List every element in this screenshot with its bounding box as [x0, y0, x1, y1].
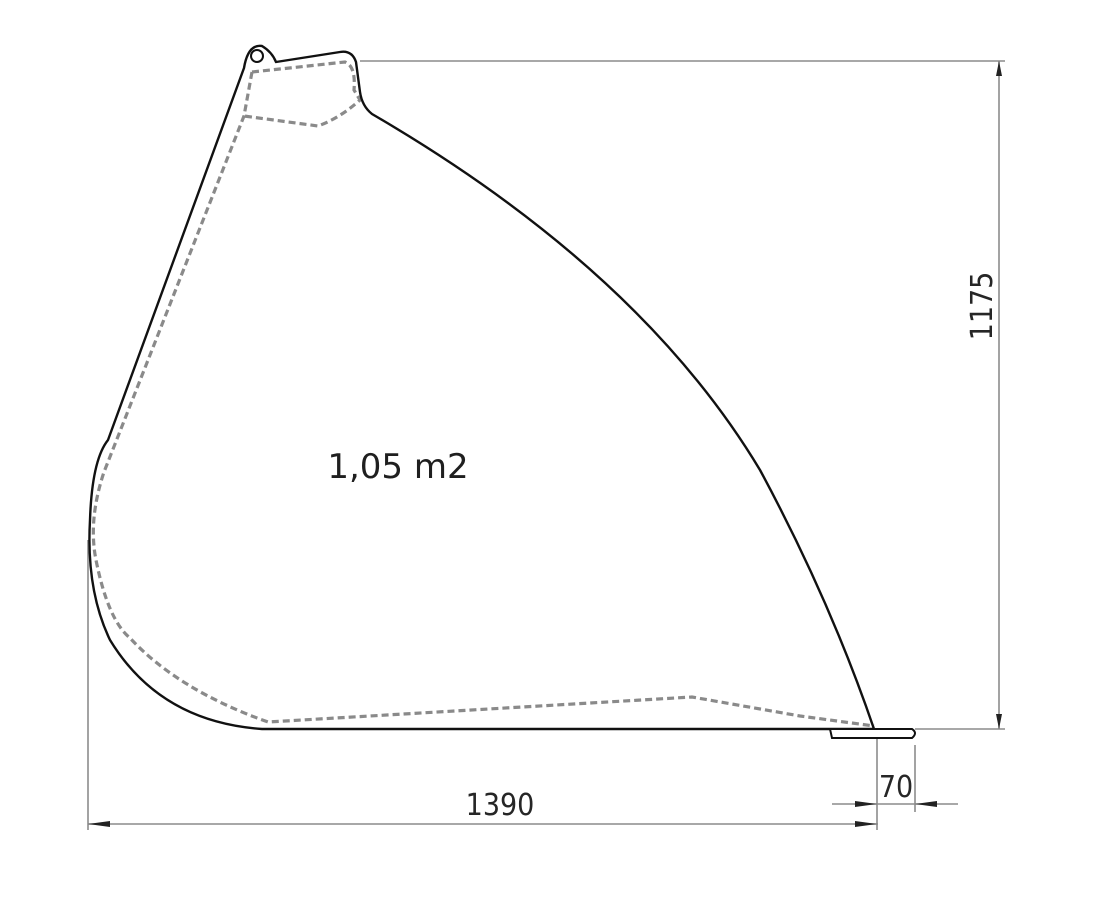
dimension-lines [87, 60, 1005, 830]
cutting-edge-plate [828, 728, 916, 739]
inner-profile-dashed [91, 60, 875, 728]
area-label: 1,05 m2 [327, 447, 468, 487]
height-dimension-label: 1175 [965, 272, 1000, 341]
bucket-outline [88, 44, 876, 731]
hinge-eye-icon [250, 49, 264, 63]
dimension-arrows [88, 61, 1002, 827]
cutting-edge-dimension-label: 70 [879, 770, 913, 805]
length-dimension-label: 1390 [466, 788, 535, 823]
